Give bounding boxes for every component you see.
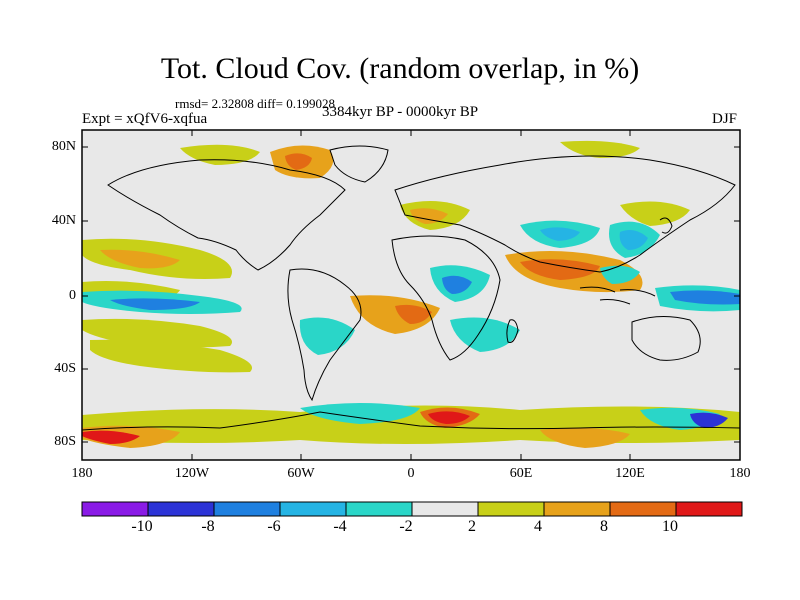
anomaly-region [82,430,140,444]
lon-label-60e: 60E [509,466,533,481]
colorbar-label: 8 [600,518,608,535]
colorbar-swatch [213,501,281,517]
lon-label-120e: 120E [615,466,645,481]
colorbar-label: 2 [468,518,476,535]
anomaly-region [300,403,420,424]
lon-label-120w: 120W [174,466,210,481]
colorbar-label: 4 [534,518,542,535]
anomaly-region [619,230,648,250]
coastline [394,155,736,273]
anomaly-region [410,208,448,224]
colorbar-swatch [543,501,611,517]
lat-label-40n: 40N [51,213,76,228]
coastline [579,286,656,305]
anomaly-region [520,259,600,280]
colorbar [81,501,743,517]
colorbar-label: -6 [267,518,281,535]
season-label: DJF [712,111,738,127]
coastline [107,159,346,271]
experiment-label: Expt = xQfV6-xqfua [82,111,208,127]
colorbar-label: -2 [399,518,413,535]
colorbar-swatch [609,501,677,517]
anomaly-region [540,427,630,448]
lon-label-180e: 180 [729,466,751,481]
anomaly-region [395,304,432,324]
lat-label-80n: 80N [51,139,76,154]
anomaly-region [442,275,472,294]
coastline [659,217,673,234]
coastline [631,316,701,361]
anomaly-region [285,153,312,170]
coastline [329,145,389,183]
coastline [391,235,501,361]
period-label: 3384kyr BP - 0000kyr BP [322,104,479,120]
map-title: Tot. Cloud Cov. (random overlap, in %) [160,52,640,85]
colorbar-swatch [345,501,413,517]
lat-label-eq: 0 [69,288,76,303]
colorbar-swatch [675,501,743,517]
colorbar-label: 10 [662,518,678,535]
colorbar-label: -8 [201,518,215,535]
coastline [81,411,741,431]
anomaly-region [90,339,252,373]
ticks [81,130,741,460]
coastlines [81,145,741,431]
anomaly-region [600,265,640,284]
colorbar-swatch [279,501,347,517]
anomaly-region [428,411,470,424]
anomaly-region [350,295,440,334]
anomaly-region [620,201,690,226]
anomaly-region [690,412,728,428]
lon-label-180w: 180 [71,466,93,481]
anomaly-region [110,298,200,310]
anomaly-region [670,290,740,305]
anomaly-region [560,140,640,158]
colorbar-swatch [477,501,545,517]
coastline [287,268,362,402]
anomaly-region [450,317,520,352]
lon-label-0: 0 [407,466,415,481]
lat-label-80s: 80S [54,434,76,449]
coastline [506,319,519,343]
colorbar-swatch [411,501,479,517]
colorbar-swatch [81,501,149,517]
anomaly-region [100,249,180,269]
anomaly-region [540,227,580,241]
lat-label-40s: 40S [54,361,76,376]
stats-line: rmsd= 2.32808 diff= 0.199028 [175,96,335,111]
colorbar-swatch [147,501,215,517]
colorbar-label: -4 [333,518,347,535]
lon-label-60w: 60W [287,466,315,481]
colorbar-label: -10 [131,518,153,535]
